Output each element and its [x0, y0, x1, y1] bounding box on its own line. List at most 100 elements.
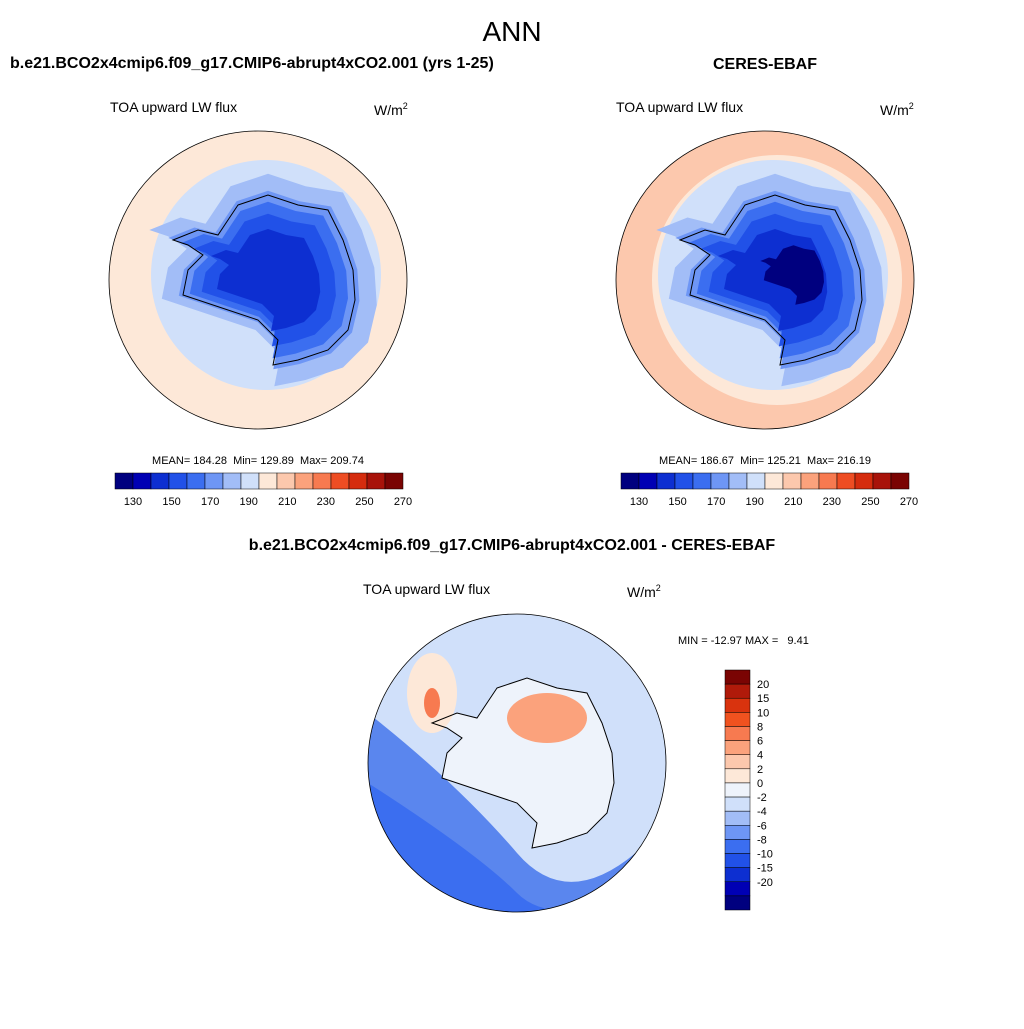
coastline: [171, 194, 356, 366]
colorbar-box: [638, 472, 658, 490]
colorbar-label: 20: [757, 679, 769, 691]
colorbar-box: [782, 472, 802, 490]
colorbar-label: 230: [317, 496, 335, 508]
colorbar-box: [330, 472, 350, 490]
colorbar-label: 190: [746, 496, 764, 508]
colorbar-label: 6: [757, 736, 763, 748]
colorbar-box: [728, 472, 748, 490]
colorbar-box: [724, 825, 751, 840]
colorbar-label: 230: [823, 496, 841, 508]
units-label: W/m2: [374, 101, 408, 118]
colorbar-box: [724, 881, 751, 897]
colorbar-box: [724, 683, 751, 699]
colorbar-box: [724, 839, 751, 854]
colorbar-box: [240, 472, 260, 490]
colorbar-label: 4: [757, 750, 763, 762]
colorbar-label: 270: [394, 496, 412, 508]
colorbar-box: [656, 472, 676, 490]
variable-label: TOA upward LW flux: [110, 99, 237, 115]
colorbar-label: 2: [757, 764, 763, 776]
colorbar-box: [222, 472, 242, 490]
colorbar-label: 150: [162, 496, 180, 508]
colorbar-box: [114, 472, 134, 490]
colorbar-box: [764, 472, 784, 490]
colorbar-box: [724, 669, 751, 685]
map-border: [108, 130, 408, 430]
colorbar-label: 210: [784, 496, 802, 508]
stats-label: MEAN= 186.67 Min= 125.21 Max= 216.19: [659, 455, 871, 467]
colorbar-label: -15: [757, 863, 773, 875]
stats-label: MEAN= 184.28 Min= 129.89 Max= 209.74: [152, 455, 364, 467]
colorbar-label: 150: [668, 496, 686, 508]
colorbar-box: [724, 768, 751, 784]
colorbar-box: [674, 472, 694, 490]
colorbar-box: [724, 740, 751, 755]
colorbar-label: 170: [707, 496, 725, 508]
colorbar-box: [890, 472, 910, 490]
map-border: [615, 130, 915, 430]
figure-title: ANN: [482, 16, 541, 47]
coastline: [430, 677, 615, 849]
colorbar-label: -6: [757, 820, 767, 832]
colorbar-box: [724, 895, 751, 911]
colorbar-box: [710, 472, 730, 490]
colorbar-box: [800, 472, 820, 490]
map-border: [367, 613, 667, 913]
map-contour: [507, 693, 587, 743]
units-sup: 2: [656, 583, 661, 593]
units-sup: 2: [403, 101, 408, 111]
colorbar-box: [276, 472, 296, 490]
colorbar-label: -10: [757, 849, 773, 861]
units-base: W/m: [627, 584, 656, 600]
colorbar-box: [746, 472, 766, 490]
colorbar-label: 130: [630, 496, 648, 508]
units-label: W/m2: [880, 101, 914, 118]
colorbar-label: 10: [757, 707, 769, 719]
map-contour: [211, 229, 321, 331]
colorbar-label: 210: [278, 496, 296, 508]
colorbar-label: 250: [355, 496, 373, 508]
colorbar-box: [724, 867, 751, 883]
colorbar-box: [692, 472, 712, 490]
variable-label: TOA upward LW flux: [616, 99, 743, 115]
colorbar-label: 0: [757, 778, 763, 790]
colorbar-box: [366, 472, 386, 490]
colorbar-label: -8: [757, 834, 767, 846]
units-sup: 2: [909, 101, 914, 111]
colorbar-box: [312, 472, 332, 490]
colorbar-label: 190: [240, 496, 258, 508]
colorbar-box: [724, 796, 751, 812]
map-band: [368, 783, 666, 912]
units-label: W/m2: [627, 583, 661, 600]
colorbar-label: 270: [900, 496, 918, 508]
colorbar-box: [168, 472, 188, 490]
colorbar-box: [258, 472, 278, 490]
panel-title: b.e21.BCO2x4cmip6.f09_g17.CMIP6-abrupt4x…: [10, 55, 494, 72]
units-base: W/m: [374, 102, 403, 118]
colorbar-label: 15: [757, 693, 769, 705]
colorbar-box: [294, 472, 314, 490]
colorbar-label: 130: [124, 496, 142, 508]
map: [616, 131, 914, 429]
colorbar-box: [854, 472, 874, 490]
panel-title: b.e21.BCO2x4cmip6.f09_g17.CMIP6-abrupt4x…: [249, 537, 776, 554]
colorbar-box: [724, 697, 751, 713]
colorbar-box: [724, 782, 751, 798]
colorbar-label: 8: [757, 721, 763, 733]
colorbar-box: [204, 472, 224, 490]
colorbar-box: [872, 472, 892, 490]
colorbar-box: [186, 472, 206, 490]
colorbar-box: [348, 472, 368, 490]
stats-label: MIN = -12.97 MAX = 9.41: [678, 635, 809, 647]
colorbar-box: [384, 472, 404, 490]
map: [109, 131, 407, 429]
colorbar-label: 250: [861, 496, 879, 508]
map-contour: [424, 688, 440, 718]
colorbar-box: [818, 472, 838, 490]
colorbar-box: [620, 472, 640, 490]
colorbar-label: -2: [757, 792, 767, 804]
colorbar-box: [724, 712, 751, 727]
colorbar-box: [150, 472, 170, 490]
